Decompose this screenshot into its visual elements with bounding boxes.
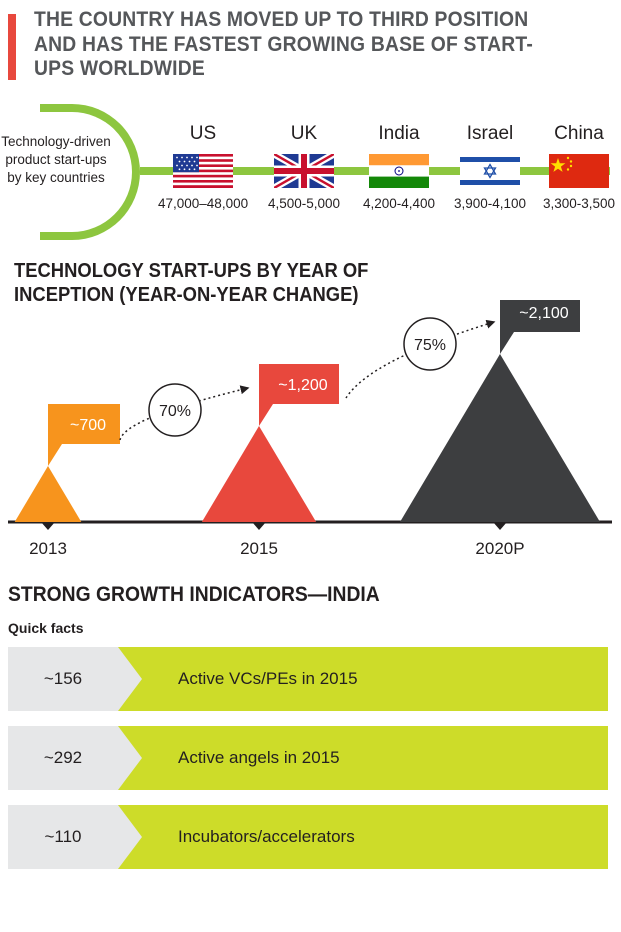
category-label: 2013 xyxy=(29,539,67,558)
country-name: US xyxy=(189,123,217,144)
china-flag-icon xyxy=(549,154,609,188)
axis-tick xyxy=(493,522,507,530)
country-uk: UK 4,500-5,000 xyxy=(259,120,349,211)
country-name: Israel xyxy=(466,123,514,144)
country-range: 47,000–48,000 xyxy=(158,196,249,211)
country-range: 4,200-4,400 xyxy=(362,196,436,211)
fact-value: ~156 xyxy=(43,669,83,688)
change-arrow xyxy=(119,385,250,441)
change-arrow xyxy=(345,319,496,399)
fact-value-box xyxy=(8,647,142,711)
change-label: 75% xyxy=(414,337,446,354)
fact-label: Incubators/accelerators xyxy=(178,827,355,846)
axis-tick xyxy=(252,522,266,530)
country-israel: Israel 3,900-4,100 xyxy=(445,120,535,211)
country-us: US 47,000–48,000 xyxy=(158,120,248,211)
value-triangle xyxy=(400,354,600,522)
header-accent-bar xyxy=(8,14,16,80)
value-label: ~700 xyxy=(70,417,106,434)
change-label: 70% xyxy=(159,403,191,420)
startups-chart: 2013 ~700 2015 ~1,200 2020P ~2,100 70% 75% xyxy=(8,300,612,558)
value-flag xyxy=(259,364,339,426)
fact-value-box xyxy=(8,726,142,790)
country-china: China 3,300-3,500 xyxy=(534,120,621,211)
fact-value: ~292 xyxy=(43,748,83,767)
value-label: ~2,100 xyxy=(519,305,568,322)
fact-row-vcs: ~156 Active VCs/PEs in 2015 xyxy=(8,647,608,711)
page-title: THE COUNTRY HAS MOVED UP TO THIRD POSITI… xyxy=(34,8,533,80)
change-bubble xyxy=(148,383,202,437)
uk-flag-icon xyxy=(274,154,334,188)
growth-title: STRONG GROWTH INDICATORS—INDIA xyxy=(8,583,380,606)
us-flag-icon xyxy=(173,154,233,188)
country-name: China xyxy=(554,123,604,144)
category-label: 2015 xyxy=(240,539,278,558)
fact-label: Active VCs/PEs in 2015 xyxy=(178,669,358,688)
chart-layer: 2013 ~700 2015 ~1,200 2020P ~2,100 70% 75% xyxy=(8,300,612,558)
country-arc-decoration xyxy=(40,104,140,240)
israel-flag-icon xyxy=(460,154,520,188)
value-triangle xyxy=(201,426,317,522)
country-name: India xyxy=(378,123,420,144)
value-flag xyxy=(48,404,120,466)
country-name: UK xyxy=(290,123,318,144)
axis-tick xyxy=(41,522,55,530)
fact-label: Active angels in 2015 xyxy=(178,748,340,767)
value-label: ~1,200 xyxy=(278,377,327,394)
fact-row-incubators: ~110 Incubators/accelerators xyxy=(8,805,608,869)
change-bubble xyxy=(403,317,457,371)
country-range: 3,900-4,100 xyxy=(453,196,527,211)
fact-value: ~110 xyxy=(44,827,82,846)
country-range: 3,300-3,500 xyxy=(542,196,616,211)
fact-value-box xyxy=(8,805,142,869)
chart-title: TECHNOLOGY START-UPS BY YEAR OF INCEPTIO… xyxy=(14,260,369,306)
country-india: India 4,200-4,400 xyxy=(354,120,444,211)
value-triangle xyxy=(14,466,82,522)
countries-label: Technology-driven product start-ups by k… xyxy=(1,134,111,185)
country-range: 4,500-5,000 xyxy=(267,196,341,211)
category-label: 2020P xyxy=(475,539,524,558)
india-flag-icon xyxy=(369,154,429,188)
quick-facts-label: Quick facts xyxy=(8,620,84,636)
fact-row-angels: ~292 Active angels in 2015 xyxy=(8,726,608,790)
value-flag xyxy=(500,300,580,354)
